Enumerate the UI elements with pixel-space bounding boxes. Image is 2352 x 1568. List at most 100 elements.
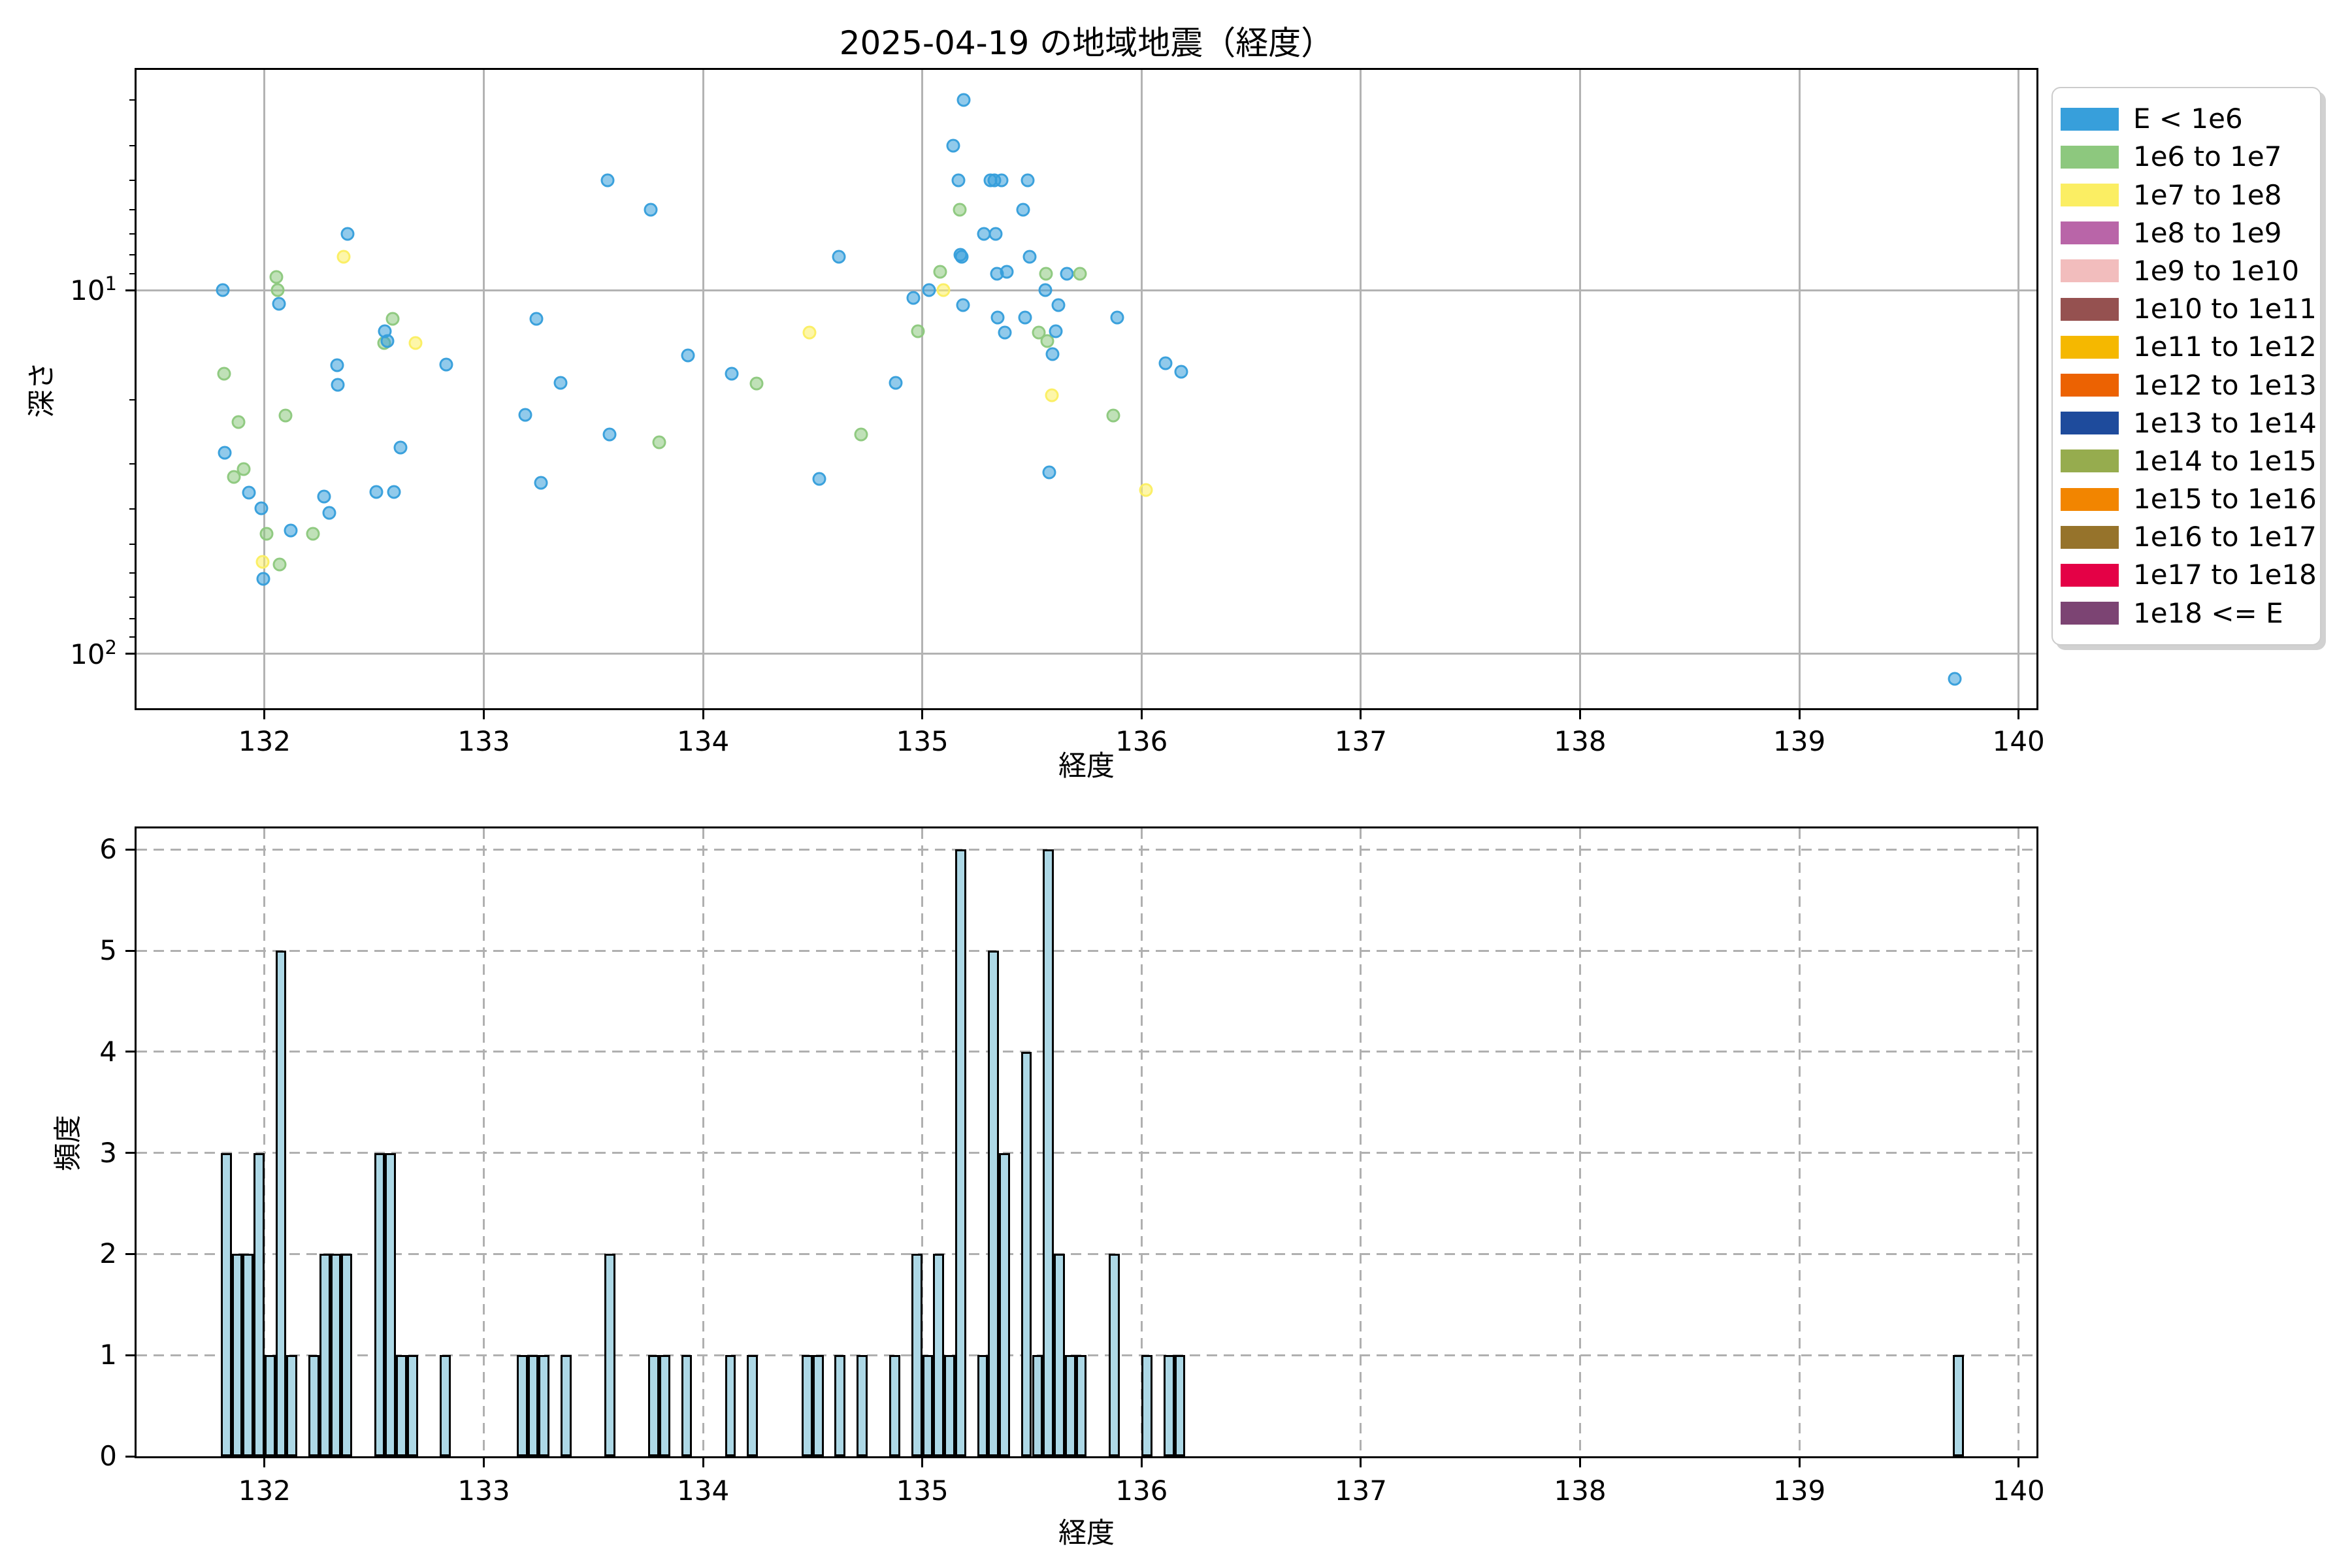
y-gridline [137,289,2036,291]
legend-label: 1e11 to 1e12 [2133,331,2317,363]
histogram-bar [944,1355,956,1456]
spine-right [2036,826,2038,1458]
scatter-point [1051,298,1066,312]
y-tick-label: 0 [99,1440,117,1472]
scatter-point [439,357,453,372]
scatter-point [1022,250,1037,264]
scatter-point [259,527,274,541]
x-gridline [702,70,704,708]
scatter-point [1110,310,1124,325]
x-gridline [483,70,485,708]
scatter-point [946,139,960,152]
scatter-point [216,283,230,297]
x-tick [483,1458,485,1467]
legend-label: 1e12 to 1e13 [2133,368,2317,401]
scatter-point [553,376,568,390]
legend-label: E < 1e6 [2133,103,2243,135]
x-tick [1579,1458,1581,1467]
x-gridline [1798,70,1801,708]
x-tick-label: 139 [1773,1475,1826,1507]
spine-bottom [135,1456,2038,1458]
histogram-bar [253,1152,265,1456]
histogram-bar [802,1355,813,1456]
scatter-point [652,435,666,449]
histogram-xlabel: 経度 [1058,1517,1115,1550]
histogram-bar [988,951,1000,1456]
scatter-point [227,470,241,484]
y-tick [125,1455,135,1458]
legend-label: 1e6 to 1e7 [2133,140,2282,173]
x-tick [702,710,704,719]
x-tick-label: 135 [896,725,949,757]
spine-top [135,68,2038,70]
legend-row: 1e14 to 1e15 [2053,447,2320,475]
spine-bottom [135,708,2038,710]
histogram-bar [857,1355,868,1456]
x-tick [1360,1458,1362,1467]
scatter-point [1139,483,1153,497]
histogram-bar [1075,1355,1087,1456]
legend-label: 1e13 to 1e14 [2133,406,2317,439]
scatter-point [1038,283,1053,297]
scatter-point [802,325,817,340]
y-minor-tick [129,596,135,598]
scatter-point [1000,265,1014,279]
x-tick-label: 135 [896,1475,949,1507]
scatter-point [1073,267,1087,281]
x-tick-label: 140 [1992,1475,2045,1507]
y-minor-tick [129,144,135,146]
x-tick [1798,1458,1801,1467]
y-tick-label: 4 [99,1035,117,1068]
scatter-point [322,506,336,520]
x-tick [1579,710,1581,719]
scatter-point [889,376,903,390]
spine-top [135,826,2038,828]
legend-swatch [2061,374,2119,397]
scatter-point [317,489,331,504]
x-tick [483,710,485,719]
scatter-point [956,93,971,107]
histogram-bar [604,1254,615,1456]
scatter-point [681,348,695,363]
histogram-bar [1163,1355,1175,1456]
x-gridline [1140,70,1143,708]
y-tick-label: 3 [99,1136,117,1169]
histogram-bar [812,1355,824,1456]
histogram-bar [440,1355,451,1456]
y-tick [125,848,135,851]
scatter-point [380,334,395,348]
y-tick [125,1252,135,1255]
scatter-point [272,297,286,311]
histogram-bar [396,1355,408,1456]
legend-swatch [2061,525,2119,549]
x-tick-label: 138 [1554,725,1607,757]
scatter-point [1158,356,1173,370]
legend-row: 1e7 to 1e8 [2053,181,2320,209]
histogram-bar [341,1254,353,1456]
y-gridline [137,1051,2036,1053]
scatter-point [644,203,658,217]
y-tick [125,1051,135,1053]
scatter-point [385,312,400,326]
scatter-point [998,325,1012,340]
histogram-bar [1032,1355,1043,1456]
x-tick-label: 137 [1334,1475,1387,1507]
histogram-bar [374,1152,385,1456]
histogram-bar [1174,1355,1186,1456]
scatter-point [284,523,298,538]
x-tick [1798,710,1801,719]
y-minor-tick [129,254,135,256]
legend-swatch [2061,335,2119,359]
scatter-point [340,227,355,241]
legend-swatch [2061,259,2119,283]
scatter-point [990,310,1005,325]
scatter-point [269,270,284,284]
histogram-bar [1043,849,1054,1456]
scatter-point [1106,408,1120,423]
y-tick-label: 5 [99,934,117,966]
legend-label: 1e15 to 1e16 [2133,483,2317,515]
scatter-point [1042,465,1056,480]
y-minor-tick [129,233,135,235]
scatter-point [237,462,251,476]
